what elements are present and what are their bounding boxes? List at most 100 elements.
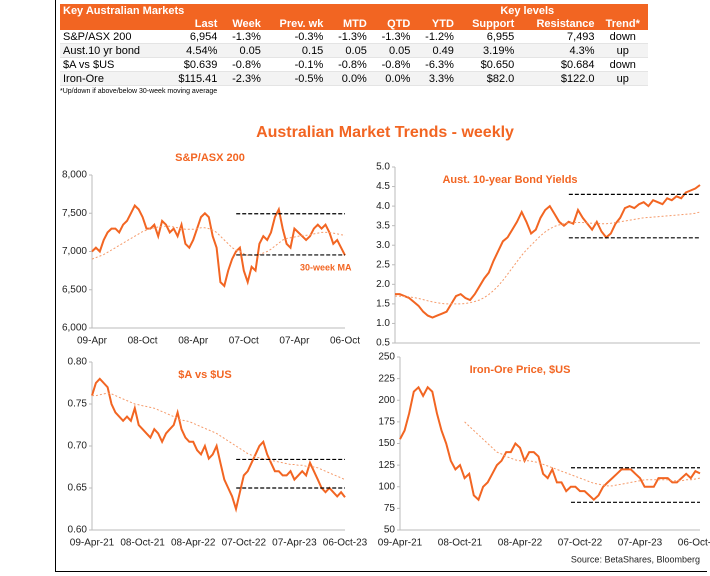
table-cell: down xyxy=(597,57,648,72)
table-cell: 0.0% xyxy=(369,71,414,86)
chart-title: Iron-Ore Price, $US xyxy=(470,364,571,376)
y-tick-label: 2.5 xyxy=(376,259,390,270)
x-tick-label: 09-Apr xyxy=(77,336,108,347)
table-cell: -0.1% xyxy=(263,57,327,72)
y-tick-label: 5.0 xyxy=(376,162,390,173)
y-tick-label: 3.5 xyxy=(376,220,390,231)
table-cell: -1.3% xyxy=(326,30,370,44)
table-cell: -0.3% xyxy=(263,30,327,44)
y-tick-label: 1.0 xyxy=(376,318,390,329)
table-cell: $0.650 xyxy=(456,57,518,72)
table-cell: -0.5% xyxy=(263,71,327,86)
column-row: Last Week Prev. wk MTD QTD YTD Support Resistan… xyxy=(60,17,648,30)
column-header: Week xyxy=(220,17,264,30)
column-header: Last xyxy=(164,17,221,30)
source: Source: BetaShares, Bloomberg xyxy=(571,554,700,564)
table-row: $A vs $US $0.639 -0.8% -0.1% -0.8% -0.8% -6.3%… xyxy=(60,57,648,72)
price-line xyxy=(91,377,346,513)
y-tick-label: 50 xyxy=(384,525,396,536)
x-tick-label: 08-Apr-22 xyxy=(498,538,543,549)
y-tick-label: 100 xyxy=(378,481,395,492)
table-cell: 3.19% xyxy=(456,43,518,58)
table-cell: S&P/ASX 200 xyxy=(60,30,165,44)
table-row: S&P/ASX 200 6,954 -1.3% -0.3% -1.3% -1.3% -1.2… xyxy=(60,30,648,44)
x-tick-label: 06-Oct-23 xyxy=(678,538,710,549)
table-row: Iron-Ore $115.41 -2.3% -0.5% 0.0% 0.0% 3.3% $82… xyxy=(60,71,648,86)
y-tick-label: 0.60 xyxy=(68,525,88,536)
y-tick-label: 7,000 xyxy=(62,246,87,257)
y-tick-label: 250 xyxy=(378,352,395,363)
levels-title: Key levels xyxy=(456,4,598,17)
column-header: YTD xyxy=(413,17,457,30)
x-tick-label: 08-Apr-22 xyxy=(171,538,216,549)
y-tick-label: 0.70 xyxy=(68,441,88,452)
x-tick-label: 08-Oct-21 xyxy=(438,538,483,549)
annotation: 30-week MA xyxy=(300,262,352,272)
table-cell: $A vs $US xyxy=(60,57,165,72)
x-tick-label: 09-Apr-21 xyxy=(70,538,115,549)
column-header: Trend* xyxy=(597,17,648,30)
y-tick-label: 175 xyxy=(378,417,395,428)
column-header: Resistance xyxy=(517,17,598,30)
spacer xyxy=(220,4,457,17)
y-tick-label: 6,000 xyxy=(62,323,87,334)
ma-line xyxy=(91,225,346,260)
table-cell: Aust.10 yr bond xyxy=(60,43,165,58)
table-cell: 0.0% xyxy=(326,71,370,86)
table-cell: 0.05 xyxy=(220,43,264,58)
y-tick-label: 2.0 xyxy=(376,279,390,290)
table-cell: $0.639 xyxy=(164,57,221,72)
table-cell: 0.49 xyxy=(413,43,457,58)
table-cell: 6,955 xyxy=(456,30,518,44)
table-cell: $0.684 xyxy=(517,57,598,72)
y-tick-label: 6,500 xyxy=(62,284,87,295)
table-cell: -6.3% xyxy=(413,57,457,72)
table-cell: -0.8% xyxy=(220,57,264,72)
table-cell: 0.05 xyxy=(326,43,370,58)
x-tick-label: 07-Apr-23 xyxy=(272,538,317,549)
table-cell: $122.0 xyxy=(517,71,598,86)
x-tick-label: 08-Oct xyxy=(128,336,158,347)
chart-title: $A vs $US xyxy=(178,369,231,381)
y-tick-label: 4.0 xyxy=(376,201,390,212)
column-header: QTD xyxy=(369,17,414,30)
x-tick-label: 07-Oct xyxy=(229,336,259,347)
footnote: *Up/down if above/below 30-week moving a… xyxy=(60,88,218,95)
y-tick-label: 125 xyxy=(378,460,395,471)
table-cell: 4.3% xyxy=(517,43,598,58)
y-tick-label: 0.75 xyxy=(68,399,88,410)
table-cell: down xyxy=(597,30,648,44)
table-cell: -0.8% xyxy=(369,57,414,72)
y-tick-label: 75 xyxy=(384,503,396,514)
table-cell: $82.0 xyxy=(456,71,518,86)
ma-line xyxy=(464,421,701,487)
y-tick-label: 0.80 xyxy=(68,357,88,368)
table-cell: -1.3% xyxy=(220,30,264,44)
y-tick-label: 225 xyxy=(378,373,395,384)
x-tick-label: 07-Oct-22 xyxy=(558,538,603,549)
x-tick-label: 08-Oct-21 xyxy=(120,538,165,549)
table-cell: 0.15 xyxy=(263,43,327,58)
column-header: Prev. wk xyxy=(263,17,327,30)
table-cell: 6,954 xyxy=(164,30,221,44)
ma-line xyxy=(395,211,701,305)
table-title: Key Australian Markets xyxy=(60,4,221,17)
x-tick-label: 07-Apr xyxy=(279,336,310,347)
x-tick-label: 07-Apr-23 xyxy=(618,538,663,549)
y-tick-label: 0.5 xyxy=(376,338,390,349)
y-tick-label: 150 xyxy=(378,438,395,449)
spacer xyxy=(60,17,165,30)
table-cell: 3.3% xyxy=(413,71,457,86)
markets-table: Key Australian Markets Key levels Last We… xyxy=(60,4,648,86)
table-cell: -2.3% xyxy=(220,71,264,86)
table-cell: $115.41 xyxy=(164,71,221,86)
table-cell: 7,493 xyxy=(517,30,598,44)
table-cell: Iron-Ore xyxy=(60,71,165,86)
column-header: Support xyxy=(456,17,518,30)
price-line xyxy=(399,385,701,502)
chart-title: S&P/ASX 200 xyxy=(175,152,245,164)
y-tick-label: 4.5 xyxy=(376,181,390,192)
y-tick-label: 7,500 xyxy=(62,208,87,219)
x-tick-label: 06-Oct-23 xyxy=(323,538,368,549)
